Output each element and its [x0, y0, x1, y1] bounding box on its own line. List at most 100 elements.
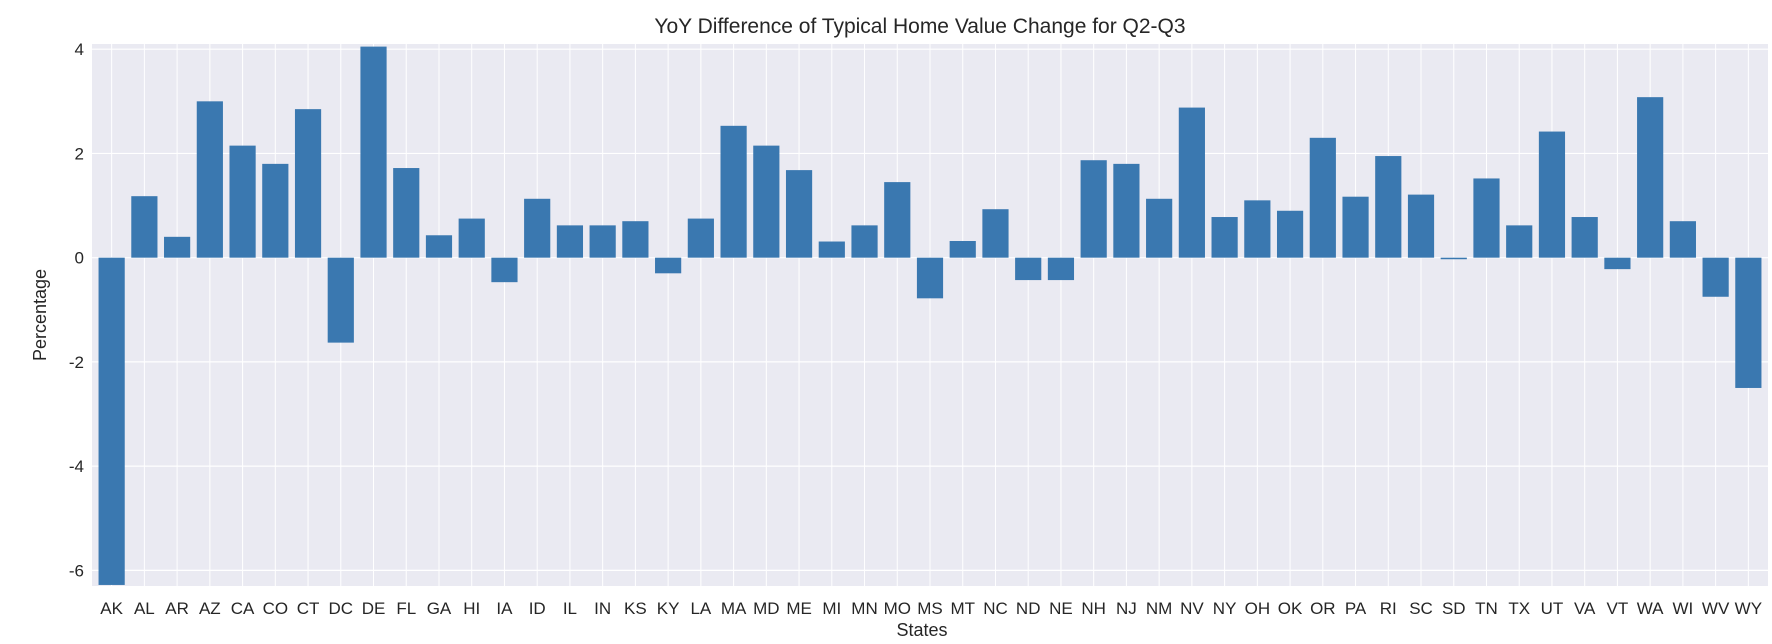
x-tick-label: ID	[529, 599, 546, 618]
bar-tn	[1473, 178, 1500, 258]
x-tick-label: PA	[1345, 599, 1367, 618]
x-tick-label: MA	[721, 599, 747, 618]
bar-ks	[622, 221, 649, 258]
x-tick-label: TN	[1475, 599, 1498, 618]
x-tick-label: MO	[884, 599, 911, 618]
x-tick-label: NJ	[1116, 599, 1137, 618]
y-tick-label: -6	[69, 561, 84, 580]
bar-pa	[1342, 196, 1369, 258]
x-tick-label: LA	[690, 599, 711, 618]
bar-az	[196, 101, 223, 258]
x-tick-label: DC	[329, 599, 354, 618]
bar-ca	[229, 145, 256, 258]
bar-dc	[327, 257, 354, 343]
x-tick-label: ME	[786, 599, 812, 618]
x-tick-label: CO	[263, 599, 289, 618]
x-tick-label: UT	[1541, 599, 1564, 618]
y-tick-label: 4	[75, 40, 84, 59]
x-tick-label: NY	[1213, 599, 1237, 618]
chart-title: YoY Difference of Typical Home Value Cha…	[654, 15, 1185, 38]
bar-ri	[1375, 156, 1402, 258]
bar-me	[785, 170, 813, 258]
bar-ga	[425, 235, 453, 258]
x-tick-label: MD	[753, 599, 779, 618]
bar-nh	[1080, 160, 1107, 258]
bar-hi	[458, 218, 485, 258]
bar-wa	[1637, 97, 1664, 258]
x-tick-label: WA	[1637, 599, 1664, 618]
bar-ia	[491, 257, 518, 283]
x-tick-label: VA	[1574, 599, 1596, 618]
y-axis-title: Percentage	[30, 269, 50, 361]
bar-vt	[1604, 257, 1631, 270]
x-tick-label: OH	[1245, 599, 1271, 618]
bar-mt	[949, 240, 976, 258]
x-tick-label: MN	[851, 599, 877, 618]
x-tick-label: ND	[1016, 599, 1041, 618]
bar-de	[360, 46, 387, 258]
bar-tx	[1506, 225, 1533, 258]
x-tick-label: AR	[165, 599, 189, 618]
bar-mn	[851, 225, 878, 258]
x-tick-label: AL	[134, 599, 155, 618]
bar-nd	[1015, 257, 1042, 281]
bar-al	[131, 196, 158, 258]
bar-la	[687, 218, 714, 258]
bar-ms	[916, 257, 944, 299]
y-tick-label: -4	[69, 457, 84, 476]
bar-sd	[1440, 257, 1467, 260]
bar-sc	[1407, 194, 1435, 258]
x-tick-label: NV	[1180, 599, 1204, 618]
x-tick-label: MI	[822, 599, 841, 618]
x-tick-label: DE	[362, 599, 386, 618]
bar-ok	[1276, 210, 1304, 258]
bar-md	[753, 145, 780, 258]
bar-nm	[1146, 198, 1173, 258]
x-tick-label: CA	[231, 599, 255, 618]
x-tick-label: FL	[396, 599, 416, 618]
bar-wy	[1735, 257, 1762, 388]
bar-ma	[720, 125, 747, 258]
x-tick-label: CT	[297, 599, 320, 618]
x-tick-label: IA	[496, 599, 513, 618]
x-tick-label: WI	[1673, 599, 1694, 618]
x-tick-label: KY	[657, 599, 680, 618]
bar-ar	[164, 236, 191, 258]
x-tick-label: IL	[563, 599, 577, 618]
x-tick-labels: AK AL AR AZ CA CO CT DC DE FL GA HI IA ID IL IN KS KY LA MA…	[100, 599, 1762, 618]
x-tick-label: MS	[917, 599, 943, 618]
bar-nj	[1113, 163, 1140, 258]
bar-ak	[98, 257, 125, 585]
y-tick-label: -2	[69, 353, 84, 372]
x-tick-label: SC	[1409, 599, 1433, 618]
bar-mo	[884, 182, 911, 258]
bar-co	[262, 163, 289, 258]
bar-wv	[1702, 257, 1729, 297]
bar-fl	[393, 168, 420, 258]
bar-wi	[1669, 221, 1696, 258]
x-tick-label: VT	[1607, 599, 1629, 618]
x-tick-label: IN	[594, 599, 611, 618]
x-tick-label: RI	[1380, 599, 1397, 618]
x-tick-label: TX	[1508, 599, 1530, 618]
x-tick-label: GA	[427, 599, 452, 618]
bar-or	[1309, 137, 1336, 258]
y-tick-label: 2	[75, 144, 84, 163]
bar-nc	[982, 209, 1009, 258]
y-tick-label: 0	[75, 249, 84, 268]
bar-ct	[294, 109, 322, 258]
x-tick-label: MT	[950, 599, 975, 618]
x-tick-label: WY	[1735, 599, 1762, 618]
bar-nv	[1178, 107, 1205, 258]
bars	[98, 46, 1762, 585]
bar-in	[589, 225, 616, 258]
y-tick-labels: -6 -4 -2 0 2 4	[69, 40, 84, 580]
x-tick-label: OK	[1278, 599, 1303, 618]
bar-id	[524, 198, 551, 258]
x-tick-label: AZ	[199, 599, 221, 618]
x-tick-label: KS	[624, 599, 647, 618]
x-tick-label: WV	[1702, 599, 1730, 618]
x-tick-label: NH	[1081, 599, 1106, 618]
